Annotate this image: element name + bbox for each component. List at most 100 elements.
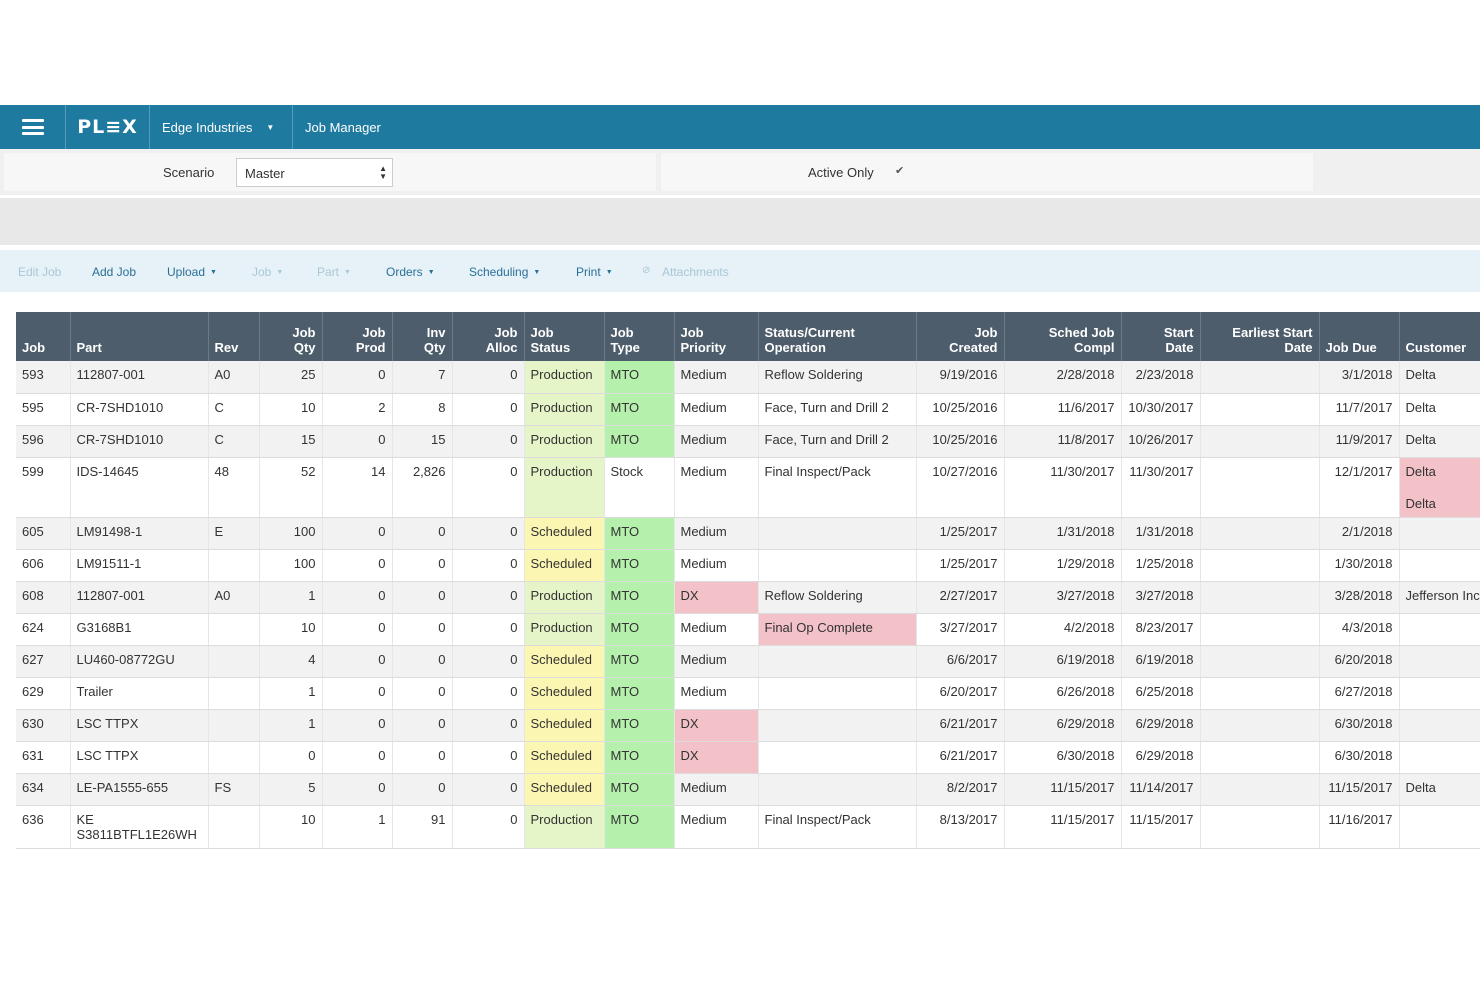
cell-prod: 0 — [322, 773, 393, 806]
company-dropdown[interactable]: Edge Industries ▼ — [150, 105, 293, 149]
cell-job: 636 — [16, 805, 71, 849]
cell-alloc: 0 — [452, 613, 525, 646]
cell-start: 6/29/2018 — [1121, 709, 1201, 742]
cell-type: MTO — [604, 677, 675, 710]
cell-rev: E — [208, 517, 260, 550]
cell-alloc: 0 — [452, 457, 525, 518]
table-row[interactable]: 595 CR-7SHD1010 C 10 2 8 0 Production MTO Medium F… — [16, 393, 1480, 426]
company-name: Edge Industries — [162, 119, 253, 135]
column-header[interactable]: Job Type — [604, 312, 675, 361]
cell-alloc: 0 — [452, 773, 525, 806]
action-attachments-button[interactable]: Attachments — [662, 265, 729, 279]
column-header[interactable]: Job Alloc — [452, 312, 525, 361]
action-edit-job-button[interactable]: Edit Job — [18, 265, 61, 279]
cell-prod: 0 — [322, 361, 393, 394]
column-header-line2: Created — [949, 340, 998, 355]
action-job-button[interactable]: Job ▼ — [252, 265, 283, 279]
table-row[interactable]: 629 Trailer 1 0 0 0 Scheduled MTO Medium 6/20/201… — [16, 677, 1480, 710]
cell-due: 3/28/2018 — [1319, 581, 1400, 614]
cell-qty: 100 — [259, 549, 323, 582]
hamburger-menu-button[interactable] — [0, 105, 66, 149]
caret-down-icon: ▼ — [427, 269, 435, 276]
table-row[interactable]: 630 LSC TTPX 1 0 0 0 Scheduled MTO DX 6/21/2017 6/… — [16, 709, 1480, 742]
cell-operation: Reflow Soldering — [758, 361, 917, 394]
column-header-line1: Status/Current — [764, 325, 855, 340]
column-header[interactable]: Earliest Start Date — [1200, 312, 1320, 361]
cell-earliest — [1200, 361, 1320, 394]
cell-part: LM91498-1 — [70, 517, 209, 550]
column-header[interactable]: Job — [16, 312, 71, 361]
action-label: Job — [252, 265, 272, 279]
table-row[interactable]: 599 IDS-14645 48 52 14 2,826 0 Production Stock M… — [16, 457, 1480, 518]
action-orders-button[interactable]: Orders ▼ — [386, 265, 435, 279]
scenario-select[interactable]: Master ▲ ▼ — [236, 158, 393, 187]
cell-status: Scheduled — [524, 677, 605, 710]
table-row[interactable]: 627 LU460-08772GU 4 0 0 0 Scheduled MTO Medium 6/… — [16, 645, 1480, 678]
column-header[interactable]: Inv Qty — [392, 312, 453, 361]
column-header-line1: Job — [292, 325, 316, 340]
column-header-line2: Part — [76, 340, 102, 355]
column-header[interactable]: Part — [70, 312, 209, 361]
column-header[interactable]: Job Due — [1319, 312, 1400, 361]
cell-type: MTO — [604, 741, 675, 774]
cell-part: 112807-001 — [70, 361, 209, 394]
cell-operation: Final Op Complete — [758, 613, 917, 646]
table-header-row: Job Part Rev Job Qty Job Prod Inv Qty Job Alloc Job… — [16, 312, 1480, 361]
cell-prod: 0 — [322, 549, 393, 582]
column-header[interactable]: Job Created — [916, 312, 1005, 361]
cell-compl: 1/31/2018 — [1004, 517, 1122, 550]
cell-due: 3/1/2018 — [1319, 361, 1400, 394]
table-row[interactable]: 631 LSC TTPX 0 0 0 0 Scheduled MTO DX 6/21/2017 6/… — [16, 741, 1480, 774]
action-label: Print — [576, 265, 601, 279]
table-row[interactable]: 636 KE S3811BTFL1E26WH 10 1 91 0 Production MTO… — [16, 805, 1480, 849]
column-header[interactable]: Start Date — [1121, 312, 1201, 361]
table-row[interactable]: 605 LM91498-1 E 100 0 0 0 Scheduled MTO Medium 1/2… — [16, 517, 1480, 550]
column-header[interactable]: Sched Job Compl — [1004, 312, 1122, 361]
action-add-job-button[interactable]: Add Job — [92, 265, 136, 279]
cell-qty: 52 — [259, 457, 323, 518]
column-header[interactable]: Rev — [208, 312, 260, 361]
cell-operation — [758, 741, 917, 774]
cell-type: MTO — [604, 517, 675, 550]
table-body: 593 112807-001 A0 25 0 7 0 Production MTO Medium R… — [16, 361, 1480, 849]
table-row[interactable]: 593 112807-001 A0 25 0 7 0 Production MTO Medium R… — [16, 361, 1480, 394]
table-row[interactable]: 634 LE-PA1555-655 FS 5 0 0 0 Scheduled MTO Medium… — [16, 773, 1480, 806]
active-only-checkbox[interactable]: ✔ — [895, 165, 905, 177]
cell-qty: 1 — [259, 581, 323, 614]
column-header[interactable]: Job Prod — [322, 312, 393, 361]
table-row[interactable]: 608 112807-001 A0 1 0 0 0 Production MTO DX Reflow… — [16, 581, 1480, 614]
column-header[interactable]: Status/Current Operation — [758, 312, 917, 361]
cell-compl: 11/8/2017 — [1004, 425, 1122, 458]
cell-job: 593 — [16, 361, 71, 394]
action-part-button[interactable]: Part ▼ — [317, 265, 351, 279]
cell-qty: 5 — [259, 773, 323, 806]
column-header[interactable]: Job Status — [524, 312, 605, 361]
table-row[interactable]: 606 LM91511-1 100 0 0 0 Scheduled MTO Medium 1/25… — [16, 549, 1480, 582]
cell-alloc: 0 — [452, 517, 525, 550]
cell-compl: 11/6/2017 — [1004, 393, 1122, 426]
column-header-line2: Qty — [423, 340, 446, 355]
action-print-button[interactable]: Print ▼ — [576, 265, 613, 279]
cell-type: MTO — [604, 773, 675, 806]
cell-prod: 0 — [322, 425, 393, 458]
cell-compl: 6/29/2018 — [1004, 709, 1122, 742]
caret-down-icon: ▼ — [210, 269, 217, 276]
cell-start: 6/29/2018 — [1121, 741, 1201, 774]
table-row[interactable]: 596 CR-7SHD1010 C 15 0 15 0 Production MTO Medium… — [16, 425, 1480, 458]
column-header[interactable]: Job Qty — [259, 312, 323, 361]
action-scheduling-button[interactable]: Scheduling ▼ — [469, 265, 540, 279]
cell-inv: 0 — [392, 741, 453, 774]
plex-logo[interactable]: PL≡X — [66, 105, 150, 149]
action-label: Orders — [386, 265, 423, 279]
cell-created: 1/25/2017 — [916, 517, 1005, 550]
cell-priority: DX — [674, 709, 759, 742]
cell-rev — [208, 645, 260, 678]
cell-compl: 11/15/2017 — [1004, 773, 1122, 806]
column-header[interactable]: Job Priority — [674, 312, 759, 361]
cell-status: Scheduled — [524, 741, 605, 774]
column-header-line2: Date — [1165, 340, 1194, 355]
cell-earliest — [1200, 581, 1320, 614]
table-row[interactable]: 624 G3168B1 10 0 0 0 Production MTO Medium Final … — [16, 613, 1480, 646]
column-header[interactable]: Customer — [1399, 312, 1480, 361]
action-upload-button[interactable]: Upload ▼ — [167, 265, 217, 279]
